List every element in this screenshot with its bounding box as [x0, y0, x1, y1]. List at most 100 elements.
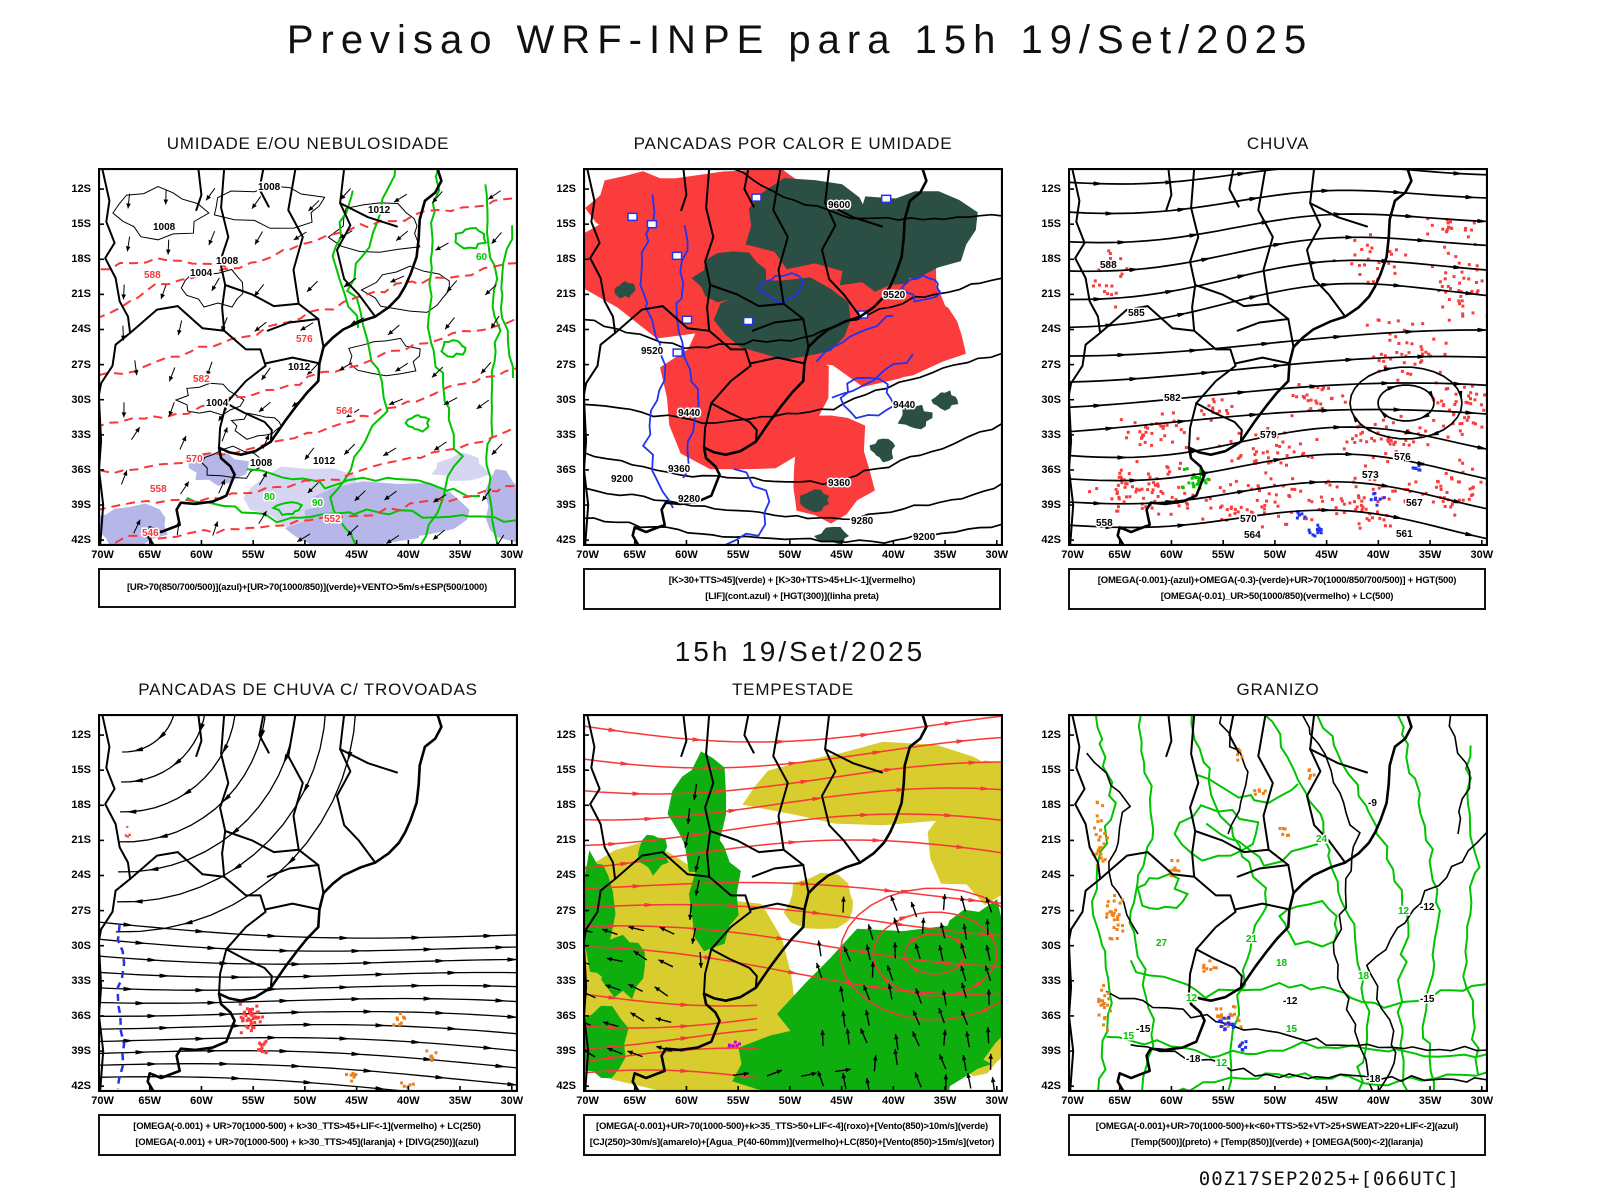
svg-text:-15: -15 [1420, 994, 1435, 1005]
svg-text:558: 558 [150, 484, 167, 495]
top-row: UMIDADE E/OU NEBULOSIDADE 12S 15S 18S 21S 24… [0, 134, 1600, 610]
lat-tick-label: 42S [556, 534, 576, 547]
lon-tick-label: 45W [1315, 549, 1338, 561]
legend-caption: [OMEGA(-0.001)+UR>70(1000-500)+k>35_TTS>… [583, 1114, 1001, 1156]
svg-text:1004: 1004 [190, 268, 213, 279]
lon-tick-label: 30W [985, 1095, 1009, 1107]
svg-text:9360: 9360 [828, 478, 851, 489]
lon-tick-label: 50W [1263, 1095, 1287, 1107]
lon-tick-label: 50W [778, 1095, 802, 1107]
lon-tick-label: 40W [397, 1095, 420, 1107]
lat-tick-label: 39S [556, 499, 576, 512]
lat-tick-label: 39S [1041, 499, 1061, 512]
lat-tick-label: 30S [556, 393, 576, 406]
panel-granizo: GRANIZO 12S 15S 18S 21S 24S 27S 30S 33S 36S 39S 42… [1032, 680, 1493, 1156]
svg-text:561: 561 [1396, 529, 1413, 540]
panel-pancadas-calor: PANCADAS POR CALOR E UMIDADE 12S 15S 18S 21… [547, 134, 1008, 610]
lon-tick-label: 55W [726, 1095, 750, 1107]
lat-tick-label: 39S [1041, 1045, 1061, 1058]
bottom-row: PANCADAS DE CHUVA C/ TROVOADAS 12S 15S 18S… [0, 680, 1600, 1156]
svg-text:12: 12 [1216, 1058, 1228, 1069]
lat-tick-label: 36S [556, 463, 576, 476]
caption-line: [LIF](cont.azul) + [HGT(300)](linha pret… [705, 591, 879, 602]
caption-line: [OMEGA(-0.001)-(azul)+OMEGA(-0.3)-(verde… [1097, 575, 1457, 586]
lat-tick-label: 33S [71, 428, 91, 441]
lon-tick-label: 70W [1061, 1095, 1084, 1107]
lon-tick-label: 50W [293, 549, 317, 561]
lon-tick-label: 35W [933, 549, 957, 561]
map-frame: 12S 15S 18S 21S 24S 27S 30S 33S 36S 39S 42S 9600 95… [556, 168, 1008, 561]
svg-text:9440: 9440 [893, 400, 916, 411]
svg-text:9520: 9520 [641, 346, 664, 357]
lat-tick-label: 24S [71, 869, 91, 882]
svg-text:18: 18 [1276, 958, 1288, 969]
lat-tick-label: 33S [71, 974, 91, 987]
lat-tick-label: 18S [556, 799, 576, 812]
svg-text:9200: 9200 [611, 474, 634, 485]
lat-tick-label: 24S [1041, 869, 1061, 882]
map-title-umidade: UMIDADE E/OU NEBULOSIDADE [166, 134, 450, 153]
svg-text:1012: 1012 [313, 456, 336, 467]
lon-tick-label: 30W [500, 549, 524, 561]
lat-tick-label: 36S [71, 463, 91, 476]
lon-tick-label: 40W [882, 549, 905, 561]
lat-tick-label: 21S [1041, 288, 1061, 301]
svg-text:582: 582 [193, 374, 210, 385]
map-plot [583, 714, 1003, 1092]
map-frame: 12S 15S 18S 21S 24S 27S 30S 33S 36S 39S 42S 70W 65W… [71, 714, 523, 1107]
lat-tick-label: 39S [71, 1045, 91, 1058]
lat-tick-label: 18S [1041, 253, 1061, 266]
lat-tick-label: 21S [556, 834, 576, 847]
svg-text:-12: -12 [1420, 902, 1435, 913]
lon-tick-label: 50W [293, 1095, 317, 1107]
lat-tick-label: 33S [556, 974, 576, 987]
lat-tick-label: 39S [556, 1045, 576, 1058]
lon-tick-label: 60W [1160, 1095, 1183, 1107]
lat-tick-label: 12S [1041, 729, 1061, 742]
lon-tick-label: 60W [1160, 549, 1183, 561]
svg-text:552: 552 [324, 514, 341, 525]
lon-tick-label: 65W [623, 1095, 647, 1107]
lat-tick-label: 33S [556, 428, 576, 441]
svg-text:-18: -18 [1366, 1074, 1381, 1085]
map-title-trovoadas: PANCADAS DE CHUVA C/ TROVOADAS [138, 680, 478, 699]
svg-text:9200: 9200 [913, 532, 936, 543]
lon-tick-label: 65W [138, 549, 162, 561]
lat-tick-label: 24S [556, 323, 576, 336]
lon-tick-label: 45W [830, 549, 853, 561]
map-plot [98, 714, 518, 1092]
lat-tick-label: 27S [71, 904, 91, 917]
latitude-axis: 12S 15S 18S 21S 24S 27S 30S 33S 36S 39S 42S [547, 714, 579, 1092]
longitude-axis: 70W 65W 60W 55W 50W 45W 40W 35W 30W [91, 547, 523, 567]
lon-tick-label: 60W [675, 549, 698, 561]
caption-line: [UR>70(850/700/500)](azul)+[UR>70(1000/8… [126, 582, 488, 593]
longitude-axis: 70W 65W 60W 55W 50W 45W 40W 35W 30W [576, 547, 1008, 567]
subtitle: 15h 19/Set/2025 [674, 636, 926, 667]
svg-text:1004: 1004 [206, 398, 229, 409]
lon-tick-label: 35W [933, 1095, 957, 1107]
caption-line: [K>30+TTS>45](verde) + [K>30+TTS>45+LI<-… [668, 575, 916, 586]
longitude-axis: 70W 65W 60W 55W 50W 45W 40W 35W 30W [1061, 547, 1493, 567]
run-timestamp: 00Z17SEP2025+[066UTC] [1198, 1168, 1460, 1190]
svg-text:80: 80 [264, 492, 276, 503]
svg-text:579: 579 [1260, 430, 1277, 441]
latitude-axis: 12S 15S 18S 21S 24S 27S 30S 33S 36S 39S 42S [1032, 168, 1064, 546]
lat-tick-label: 30S [1041, 393, 1061, 406]
lon-tick-label: 30W [1470, 1095, 1494, 1107]
lat-tick-label: 36S [556, 1009, 576, 1022]
svg-text:60: 60 [476, 252, 488, 263]
legend-caption: [K>30+TTS>45](verde) + [K>30+TTS>45+LI<-… [583, 568, 1001, 610]
page-title: Previsao WRF-INPE para 15h 19/Set/2025 [286, 18, 1314, 62]
caption-line: [CJ(250)>30m/s](amarelo)+[Agua_P(40-60mm… [589, 1137, 995, 1148]
svg-text:15: 15 [1286, 1024, 1298, 1035]
svg-text:9280: 9280 [851, 516, 874, 527]
latitude-axis: 12S 15S 18S 21S 24S 27S 30S 33S 36S 39S 42S [547, 168, 579, 546]
lon-tick-label: 45W [1315, 1095, 1338, 1107]
lat-tick-label: 42S [71, 534, 91, 547]
longitude-axis: 70W 65W 60W 55W 50W 45W 40W 35W 30W [91, 1093, 523, 1113]
svg-text:564: 564 [1244, 530, 1261, 541]
lon-tick-label: 40W [397, 549, 420, 561]
lat-tick-label: 18S [556, 253, 576, 266]
lat-tick-label: 30S [71, 393, 91, 406]
